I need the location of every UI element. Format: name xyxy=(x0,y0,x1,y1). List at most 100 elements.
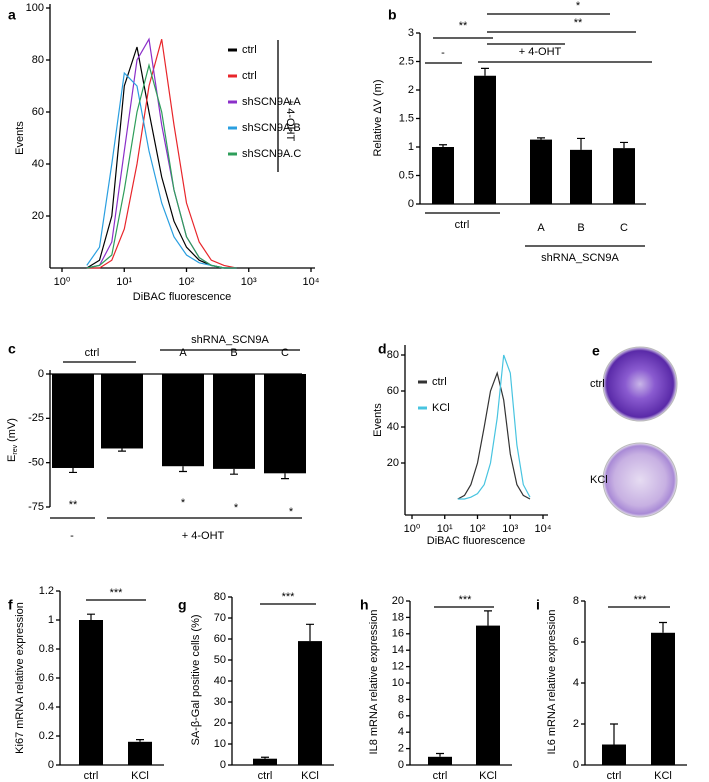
x-tick-label: 10¹ xyxy=(437,523,453,535)
bar xyxy=(476,625,500,765)
error-bar xyxy=(179,466,187,473)
y-tick-label: 2 xyxy=(573,718,579,730)
annotation: - xyxy=(70,530,74,542)
error-bar xyxy=(436,752,444,757)
y-tick-label: 2.5 xyxy=(399,55,414,67)
annotation: ctrl xyxy=(455,219,470,231)
x-tick-label: ctrl xyxy=(607,770,622,782)
x-tick-label: KCl xyxy=(301,770,319,782)
annotation: + 4-OHT xyxy=(284,99,296,142)
x-tick-label: ctrl xyxy=(433,770,448,782)
y-axis-label: Events xyxy=(14,121,26,155)
annotation: shRNA_SCN9A xyxy=(191,334,269,346)
y-axis-label-part: IL8 mRNA relative expression xyxy=(368,610,380,755)
y-axis-label: Relative ΔV (m) xyxy=(372,79,384,156)
bar xyxy=(162,374,204,467)
y-axis-label-part: Ki67 mRNA relative expression xyxy=(14,602,26,754)
y-tick-label: 20 xyxy=(387,457,399,469)
bar xyxy=(128,741,152,765)
series-line xyxy=(86,37,237,269)
x-tick-label: C xyxy=(281,347,289,359)
y-tick-label: 80 xyxy=(32,54,44,66)
y-axis-label: Erev (mV) xyxy=(6,418,19,462)
y-tick-label: 0 xyxy=(398,759,404,771)
y-tick-label: 3 xyxy=(408,27,414,39)
error-bar xyxy=(537,137,545,140)
annotation: shRNA_SCN9A xyxy=(541,252,619,264)
y-tick-label: -50 xyxy=(28,457,44,469)
y-axis-label-part: E xyxy=(6,455,18,462)
y-tick-label: 1 xyxy=(48,614,54,626)
error-bar xyxy=(281,473,289,480)
y-tick-label: 60 xyxy=(387,385,399,397)
y-axis-label-part: Relative ΔV (m) xyxy=(372,79,384,156)
y-axis-label-part: Events xyxy=(14,121,26,155)
y-tick-label: 60 xyxy=(214,633,226,645)
bar xyxy=(213,374,255,469)
y-tick-label: 60 xyxy=(32,106,44,118)
y-tick-label: 0.5 xyxy=(399,169,414,181)
x-tick-label: 10² xyxy=(470,523,486,535)
y-tick-label: 14 xyxy=(392,644,404,656)
error-bar xyxy=(610,723,618,745)
y-tick-label: 0 xyxy=(220,759,226,771)
bar xyxy=(253,758,277,765)
y-tick-label: 0 xyxy=(48,759,54,771)
error-bar xyxy=(261,756,269,759)
x-tick-label: 10³ xyxy=(241,276,257,288)
y-tick-label: 10 xyxy=(392,677,404,689)
error-bar xyxy=(577,137,585,150)
y-axis-label-sub: rev xyxy=(12,444,19,454)
x-tick-label: KCl xyxy=(479,770,497,782)
series-line xyxy=(457,370,531,500)
x-tick-label: KCl xyxy=(131,770,149,782)
y-tick-label: 0.4 xyxy=(39,701,54,713)
legend-label: ctrl xyxy=(242,70,257,82)
panel-letter: a xyxy=(8,7,16,23)
annotation: ** xyxy=(459,20,468,32)
y-axis-label: Ki67 mRNA relative expression xyxy=(14,602,26,754)
y-tick-label: 12 xyxy=(392,661,404,673)
x-tick-label: 10¹ xyxy=(116,276,132,288)
error-bar xyxy=(620,141,628,149)
annotation: * xyxy=(576,0,581,12)
x-tick-label: 10⁰ xyxy=(54,276,71,288)
panel-letter: c xyxy=(8,341,16,357)
bar xyxy=(264,374,306,474)
y-tick-label: 1.5 xyxy=(399,112,414,124)
y-axis-label-unit: (mV) xyxy=(6,418,18,442)
bar xyxy=(432,147,454,204)
x-tick-label: B xyxy=(230,347,237,359)
x-tick-label: ctrl xyxy=(84,770,99,782)
annotation: *** xyxy=(634,594,648,606)
annotation: ** xyxy=(69,499,78,511)
y-tick-label: 1 xyxy=(408,141,414,153)
bar xyxy=(428,756,452,765)
legend-label: shSCN9A.C xyxy=(242,148,301,160)
panel-letter: f xyxy=(8,597,13,613)
series-line xyxy=(86,46,237,269)
series-line xyxy=(86,39,237,269)
annotation: * xyxy=(234,502,239,514)
x-tick-label: B xyxy=(577,222,584,234)
bar xyxy=(474,75,496,204)
error-bar xyxy=(439,144,447,147)
y-tick-label: 100 xyxy=(26,2,44,14)
x-tick-label: 10⁴ xyxy=(303,276,320,288)
series-line xyxy=(86,71,237,269)
bar xyxy=(530,139,552,204)
bar xyxy=(570,149,592,204)
x-tick-label: 10² xyxy=(179,276,195,288)
legend-label: ctrl xyxy=(432,376,447,388)
y-axis-label-part: SA-β-Gal positive cells (%) xyxy=(190,614,202,745)
y-tick-label: 18 xyxy=(392,611,404,623)
dish-label: ctrl xyxy=(590,378,605,390)
y-tick-label: 0 xyxy=(573,759,579,771)
y-axis-label: Events xyxy=(372,403,384,437)
error-bar xyxy=(659,621,667,633)
series-line xyxy=(86,62,237,269)
y-tick-label: -25 xyxy=(28,412,44,424)
y-tick-label: 10 xyxy=(214,738,226,750)
x-axis-label: DiBAC fluorescence xyxy=(133,291,231,303)
